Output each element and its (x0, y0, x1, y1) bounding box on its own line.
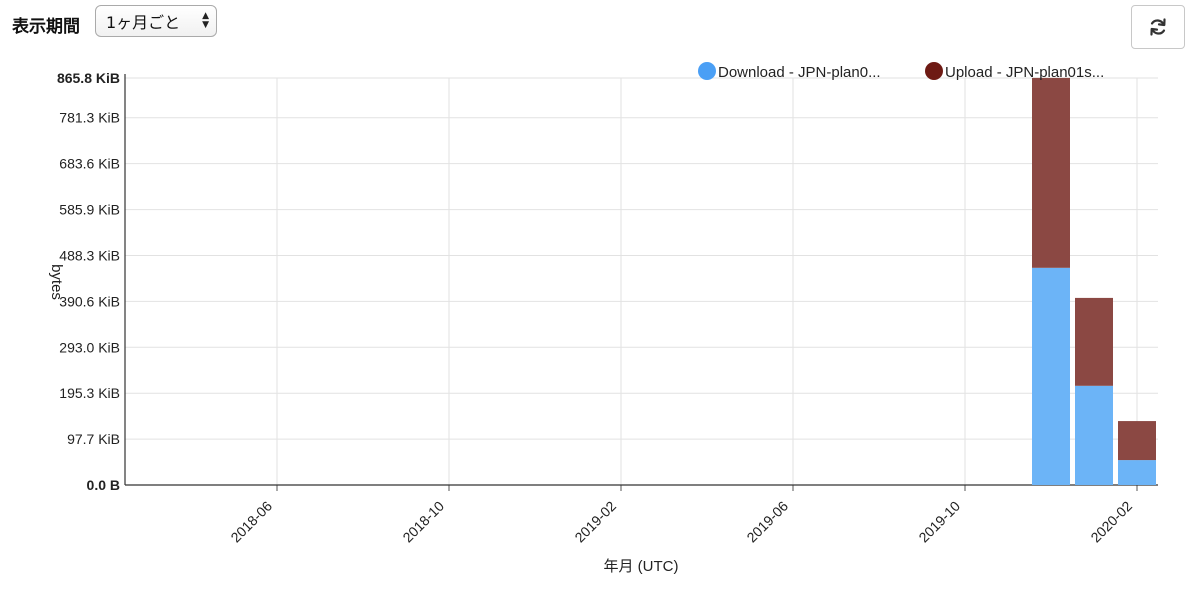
y-tick-label: 781.3 KiB (59, 110, 120, 126)
y-tick-label: 97.7 KiB (67, 431, 120, 447)
legend-marker (925, 62, 943, 80)
bar-download[interactable] (1075, 385, 1113, 485)
x-tick-label: 2019-02 (571, 498, 619, 546)
x-tick-label: 2019-06 (743, 498, 791, 546)
x-axis-title: 年月 (UTC) (604, 558, 679, 575)
bar-download[interactable] (1032, 267, 1070, 485)
legend-label[interactable]: Upload - JPN-plan01s... (945, 64, 1104, 81)
y-tick-label: 488.3 KiB (59, 247, 120, 263)
y-axis-title: bytes (48, 264, 65, 300)
bar-download[interactable] (1118, 460, 1156, 485)
y-tick-label: 683.6 KiB (59, 156, 120, 172)
x-tick-label: 2018-10 (399, 498, 447, 546)
select-arrows-icon: ▲ ▼ (202, 11, 209, 30)
y-tick-label: 585.9 KiB (59, 202, 120, 218)
period-select[interactable]: 1ヶ月ごと ▲ ▼ (95, 5, 217, 37)
toolbar: 表示期間 1ヶ月ごと ▲ ▼ (0, 0, 1200, 60)
y-tick-label: 293.0 KiB (59, 339, 120, 355)
y-tick-label: 865.8 KiB (57, 70, 120, 86)
y-tick-label: 0.0 B (87, 477, 120, 493)
bar-upload[interactable] (1118, 421, 1156, 461)
legend-label[interactable]: Download - JPN-plan0... (718, 64, 881, 81)
y-tick-label: 195.3 KiB (59, 385, 120, 401)
period-label: 表示期間 (12, 17, 80, 37)
x-tick-label: 2019-10 (915, 498, 963, 546)
x-tick-label: 2020-02 (1087, 498, 1135, 546)
bar-upload[interactable] (1032, 77, 1070, 268)
legend-marker (698, 62, 716, 80)
period-select-value: 1ヶ月ごと (106, 13, 181, 32)
refresh-icon (1150, 18, 1166, 36)
y-tick-label: 390.6 KiB (59, 293, 120, 309)
x-tick-label: 2018-06 (227, 498, 275, 546)
refresh-button[interactable] (1131, 5, 1185, 49)
bar-upload[interactable] (1075, 297, 1113, 386)
